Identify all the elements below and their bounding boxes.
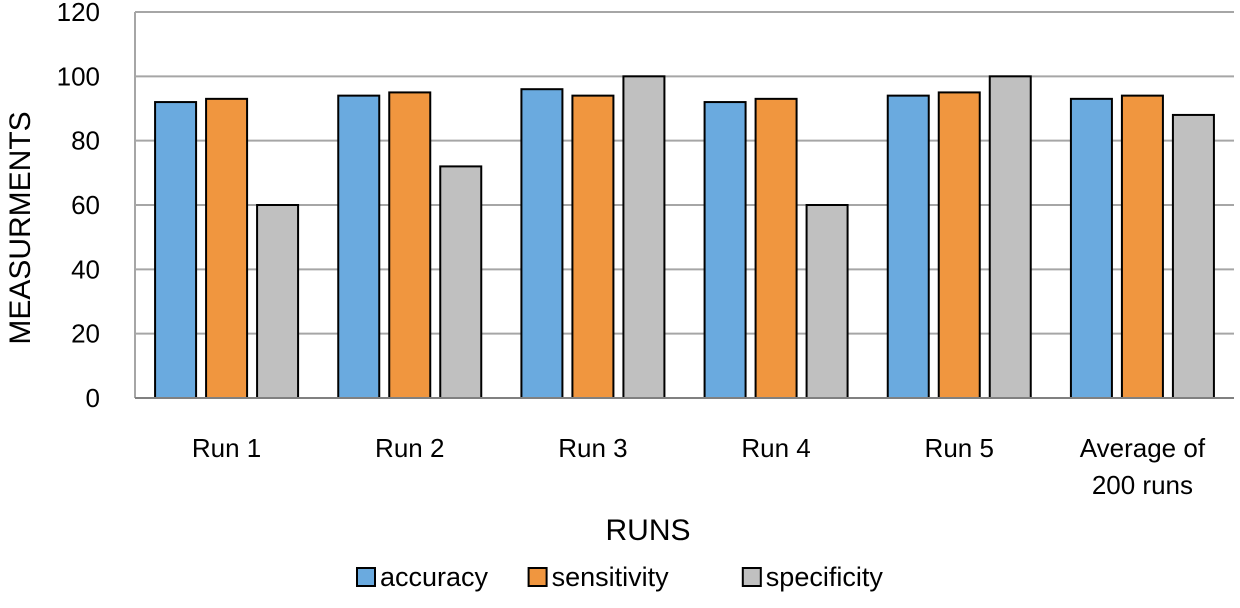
- bar-accuracy-1: [154, 101, 198, 399]
- bar-accuracy-5: [886, 94, 930, 399]
- y-tick-label: 80: [71, 126, 100, 156]
- x-category-label: Run 3: [558, 433, 627, 463]
- x-category-label: Run 1: [192, 433, 261, 463]
- x-category-label: Average of: [1080, 433, 1206, 463]
- bar-sensitivity-5: [937, 91, 981, 400]
- legend-label-sensitivity: sensitivity: [552, 562, 670, 592]
- bar-specificity-5: [988, 75, 1032, 399]
- legend-swatch-accuracy: [356, 567, 376, 587]
- bar-sensitivity-4: [754, 97, 798, 399]
- y-tick-label: 100: [57, 61, 100, 91]
- bar-sensitivity-6: [1120, 94, 1164, 399]
- bar-specificity-3: [622, 75, 666, 399]
- bar-sensitivity-3: [571, 94, 615, 399]
- bar-specificity-6: [1171, 113, 1215, 400]
- y-tick-label: 0: [86, 383, 100, 413]
- bar-sensitivity-1: [205, 97, 249, 399]
- legend-swatch-specificity: [741, 567, 762, 587]
- legend-swatch-sensitivity: [527, 567, 548, 587]
- legend-label-accuracy: accuracy: [380, 562, 489, 592]
- bar-sensitivity-2: [388, 91, 432, 400]
- axes: [134, 12, 1234, 399]
- y-tick-label: 40: [71, 254, 100, 284]
- bar-accuracy-3: [520, 88, 564, 399]
- y-tick-label: 60: [71, 190, 100, 220]
- y-axis-title: MEASURMENTS: [4, 111, 37, 344]
- y-tick-label: 120: [57, 0, 100, 27]
- bar-specificity-1: [256, 204, 300, 399]
- bars: [154, 75, 1215, 400]
- bar-accuracy-2: [337, 94, 381, 399]
- gridlines: [135, 11, 1234, 335]
- x-category-label: Run 2: [375, 433, 444, 463]
- x-category-label: 200 runs: [1092, 470, 1193, 500]
- x-category-label: Run 4: [741, 433, 810, 463]
- y-tick-label: 20: [71, 319, 100, 349]
- bar-specificity-2: [439, 165, 483, 399]
- bar-accuracy-4: [703, 101, 747, 399]
- y-tick-labels: 0 20 40 60 80 100 120: [57, 0, 100, 413]
- x-category-labels: Run 1 Run 2 Run 3 Run 4 Run 5 Average of 200 r…: [192, 433, 1206, 500]
- legend-label-specificity: specificity: [766, 562, 884, 592]
- legend: accuracy sensitivity specificity: [356, 562, 884, 592]
- x-category-label: Run 5: [925, 433, 994, 463]
- x-axis-title: RUNS: [605, 514, 690, 547]
- bar-specificity-4: [805, 204, 849, 399]
- bar-accuracy-6: [1069, 97, 1113, 399]
